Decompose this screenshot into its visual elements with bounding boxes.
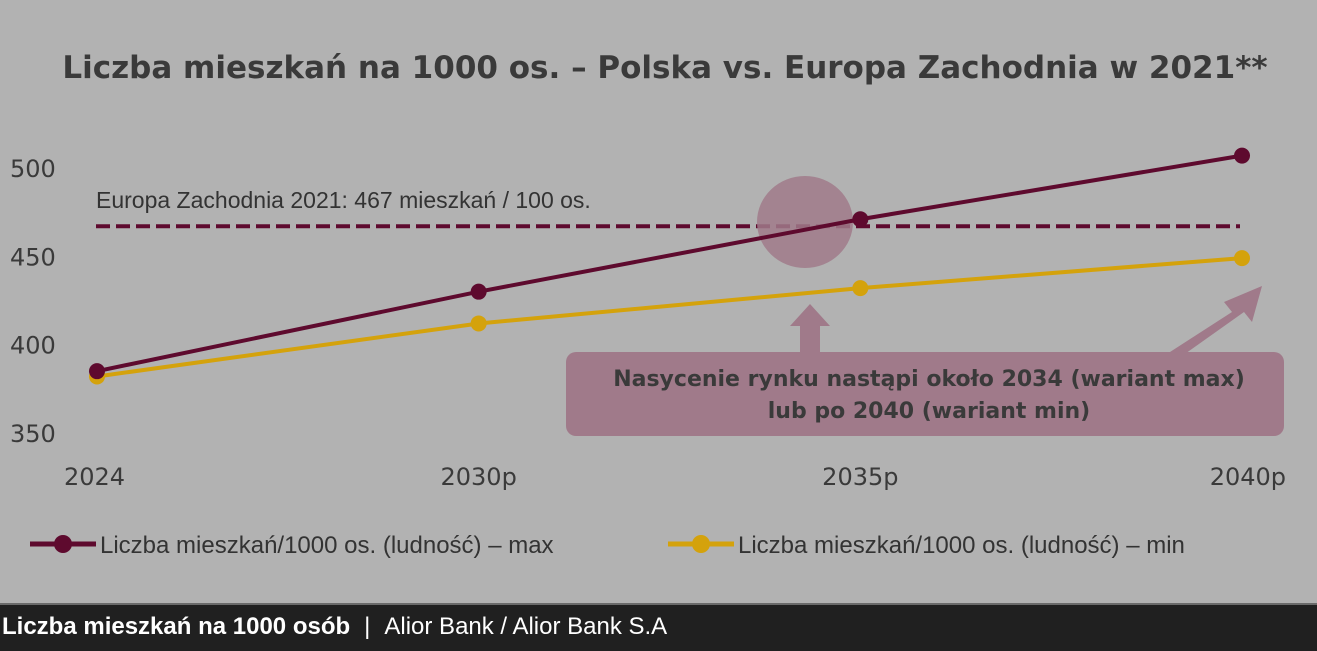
line-chart: Liczba mieszkań na 1000 os. – Polska vs.… <box>10 50 1286 559</box>
series-max <box>89 147 1250 380</box>
legend-item: Liczba mieszkań/1000 os. (ludność) – max <box>30 532 554 559</box>
x-tick-label: 2040p <box>1210 463 1286 491</box>
legend-item: Liczba mieszkań/1000 os. (ludność) – min <box>668 532 1185 559</box>
data-point <box>470 315 487 332</box>
data-point <box>89 363 105 380</box>
x-tick-label: 2035p <box>822 463 898 491</box>
legend-marker-icon <box>692 535 710 553</box>
y-tick-label: 400 <box>10 332 56 360</box>
caption-separator: | <box>364 613 371 640</box>
series-line <box>96 256 1243 379</box>
data-point <box>470 283 487 300</box>
data-point <box>1234 147 1250 164</box>
chart-title: Liczba mieszkań na 1000 os. – Polska vs.… <box>62 50 1267 86</box>
data-point <box>1234 250 1250 267</box>
caption-bar: Liczba mieszkań na 1000 osób | Alior Bank … <box>0 603 1317 651</box>
annotation-box <box>566 352 1284 436</box>
legend-label: Liczba mieszkań/1000 os. (ludność) – max <box>100 532 554 559</box>
caption-source: Alior Bank / Alior Bank S.A <box>384 613 668 640</box>
data-point <box>852 211 869 228</box>
annotation-line-1: Nasycenie rynku nastąpi około 2034 (wari… <box>613 367 1245 392</box>
data-point <box>852 280 869 297</box>
x-tick-label: 2024 <box>64 463 125 491</box>
y-tick-label: 350 <box>10 420 56 448</box>
y-tick-label: 450 <box>10 243 56 271</box>
legend-label: Liczba mieszkań/1000 os. (ludność) – min <box>738 532 1185 559</box>
x-tick-label: 2030p <box>441 463 517 491</box>
saturation-highlight-circle <box>757 176 853 268</box>
arrow-diagonal-icon <box>1170 286 1262 356</box>
arrow-up-icon <box>790 304 830 354</box>
caption-title: Liczba mieszkań na 1000 osób <box>2 613 351 640</box>
series-line <box>96 153 1243 374</box>
annotation-line-2: lub po 2040 (wariant min) <box>768 399 1091 424</box>
legend-marker-icon <box>54 535 72 553</box>
reference-line-label: Europa Zachodnia 2021: 467 mieszkań / 10… <box>96 187 591 213</box>
y-tick-label: 500 <box>10 155 56 183</box>
